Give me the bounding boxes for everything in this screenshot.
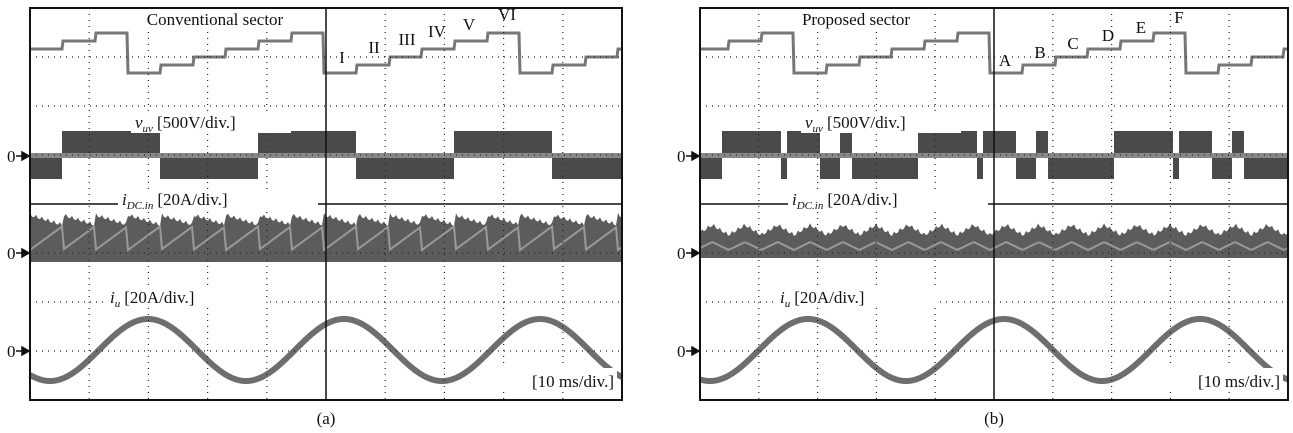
sector-label: C [1067,34,1078,53]
sector-label: F [1174,8,1183,27]
channel-subscript: u [115,298,121,310]
sector-label: D [1102,26,1114,45]
time-scale: [10 ms/div.] [1198,372,1280,391]
zero-mark: 0 [7,244,16,263]
figure: Conventional sectorIIIIIIIVVVIvuv[500V/d… [0,0,1293,433]
channel-subscript: DC.in [796,200,824,212]
panel-title: Proposed sector [802,10,910,29]
sector-label: IV [428,22,447,41]
channel-subscript: uv [813,123,824,135]
sector-label: A [999,51,1012,70]
channel-subscript: uv [143,123,154,135]
zero-arrow [686,347,699,355]
sector-label: VI [498,5,516,24]
zero-arrow [16,152,29,160]
channel-scale: [20A/div.] [827,190,897,209]
zero-arrow [16,249,29,257]
panel-caption: (a) [317,409,336,428]
sector-label: E [1136,18,1146,37]
sector-label: I [339,48,345,67]
sector-label: III [399,30,416,49]
channel-scale: [500V/div.] [157,113,236,132]
channel-scale: [20A/div.] [124,288,194,307]
sector-label: B [1034,43,1045,62]
zero-mark: 0 [677,244,686,263]
zero-mark: 0 [677,342,686,361]
sector-label: V [463,15,476,34]
zero-mark: 0 [7,342,16,361]
zero-arrow [16,347,29,355]
channel-subscript: DC.in [126,200,154,212]
time-scale: [10 ms/div.] [532,372,614,391]
panel-title: Conventional sector [147,10,284,29]
panel-caption: (b) [984,409,1004,428]
zero-arrow [686,152,699,160]
channel-subscript: u [785,298,791,310]
channel-scale: [500V/div.] [827,113,906,132]
zero-mark: 0 [677,147,686,166]
zero-mark: 0 [7,147,16,166]
sector-label: II [368,38,380,57]
channel-scale: [20A/div.] [794,288,864,307]
zero-arrow [686,249,699,257]
channel-scale: [20A/div.] [157,190,227,209]
